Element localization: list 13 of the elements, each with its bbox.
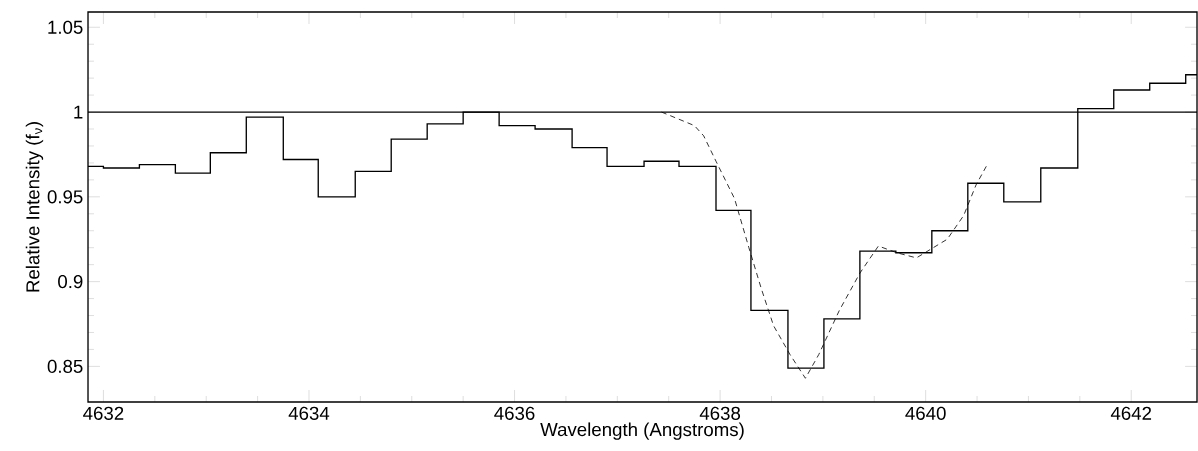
x-tick-label: 4642 bbox=[1110, 406, 1152, 420]
x-axis-title: Wavelength (Angstroms) bbox=[540, 422, 744, 440]
x-tick-label: 4640 bbox=[905, 406, 946, 420]
x-tick-label: 4634 bbox=[288, 406, 330, 420]
y-axis-title: Relative Intensity (f$_{ν}$) bbox=[25, 122, 44, 292]
x-tick-label: 4638 bbox=[699, 406, 741, 420]
y-tick-label: 0.85 bbox=[47, 359, 83, 374]
y-tick-label: 0.95 bbox=[47, 190, 83, 204]
x-tick-label: 4636 bbox=[494, 406, 535, 420]
y-tick-label: 0.9 bbox=[58, 274, 83, 289]
y-tick-label: 1 bbox=[74, 105, 83, 119]
x-tick-label: 4632 bbox=[83, 406, 124, 420]
y-tick-label: 1.05 bbox=[48, 20, 83, 34]
